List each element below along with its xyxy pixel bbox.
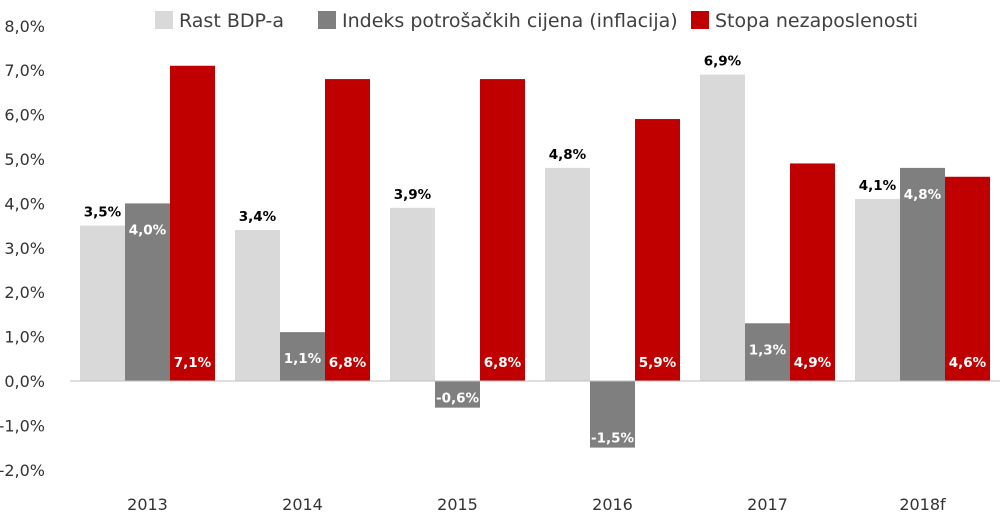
x-tick-label: 2017 xyxy=(747,495,788,514)
y-tick-label: 7,0% xyxy=(4,61,45,80)
x-tick-label: 2014 xyxy=(282,495,323,514)
bar-unemployment xyxy=(635,119,680,381)
data-label: -1,5% xyxy=(591,431,635,447)
y-tick-label: 3,0% xyxy=(4,239,45,258)
bar-gdp xyxy=(545,167,590,381)
bar-gdp xyxy=(235,230,280,381)
data-label: 5,9% xyxy=(639,355,677,371)
bar-unemployment xyxy=(170,65,215,381)
bar-inflation xyxy=(745,323,790,381)
data-label: 4,8% xyxy=(904,187,942,203)
legend-swatch xyxy=(155,11,173,29)
legend-label: Indeks potrošačkih cijena (inflacija) xyxy=(342,10,678,32)
data-label: 3,5% xyxy=(84,205,122,221)
y-tick-label: 4,0% xyxy=(4,194,45,213)
bar-gdp xyxy=(390,207,435,381)
y-tick-label: -1,0% xyxy=(0,416,45,435)
data-label: 4,9% xyxy=(794,355,832,371)
data-label: 3,4% xyxy=(239,209,277,225)
data-label: -0,6% xyxy=(436,391,480,407)
bar-unemployment xyxy=(790,163,835,381)
y-tick-label: 2,0% xyxy=(4,283,45,302)
y-tick-label: 0,0% xyxy=(4,372,45,391)
data-label: 1,1% xyxy=(284,351,322,367)
bar-inflation xyxy=(590,381,635,448)
bar-inflation xyxy=(435,381,480,408)
data-labels: 3,5% 4,0% 7,1% 3,4% 1,1% 6,8% 3,9% -0,6% 6,8% 4,8… xyxy=(84,54,987,447)
bar-unemployment xyxy=(325,79,370,381)
data-label: 4,0% xyxy=(129,222,167,238)
legend-label: Rast BDP-a xyxy=(179,10,284,32)
data-label: 3,9% xyxy=(394,187,432,203)
data-label: 1,3% xyxy=(749,342,787,358)
legend-label: Stopa nezaposlenosti xyxy=(715,10,918,32)
y-tick-label: 1,0% xyxy=(4,328,45,347)
bar-inflation xyxy=(900,167,945,381)
y-tick-label: -2,0% xyxy=(0,461,45,480)
y-axis: 8,0% 7,0% 6,0% 5,0% 4,0% 3,0% 2,0% 1,0% 0,0% -1,0… xyxy=(0,17,45,480)
y-tick-label: 8,0% xyxy=(4,17,45,36)
bar-inflation xyxy=(280,332,325,381)
y-tick-label: 6,0% xyxy=(4,106,45,125)
x-tick-label: 2013 xyxy=(127,495,168,514)
data-label: 4,6% xyxy=(949,355,987,371)
data-label: 6,8% xyxy=(484,355,522,371)
y-tick-label: 5,0% xyxy=(4,150,45,169)
bar-gdp xyxy=(80,225,125,381)
data-label: 4,1% xyxy=(859,178,897,194)
x-tick-label: 2018f xyxy=(899,495,946,514)
bar-gdp xyxy=(700,74,745,381)
legend-swatch xyxy=(318,11,336,29)
bar-unemployment xyxy=(945,176,990,381)
bar-inflation xyxy=(125,203,170,381)
x-tick-label: 2015 xyxy=(437,495,478,514)
x-axis: 2013 2014 2015 2016 2017 2018f xyxy=(127,495,946,514)
data-label: 7,1% xyxy=(174,355,212,371)
bars xyxy=(80,65,990,448)
data-label: 4,8% xyxy=(549,147,587,163)
data-label: 6,8% xyxy=(329,355,367,371)
x-tick-label: 2016 xyxy=(592,495,633,514)
legend-swatch xyxy=(691,11,709,29)
data-label: 6,9% xyxy=(704,54,742,70)
bar-unemployment xyxy=(480,79,525,381)
legend: Rast BDP-a Indeks potrošačkih cijena (inf… xyxy=(155,10,918,32)
bar-gdp xyxy=(855,198,900,381)
